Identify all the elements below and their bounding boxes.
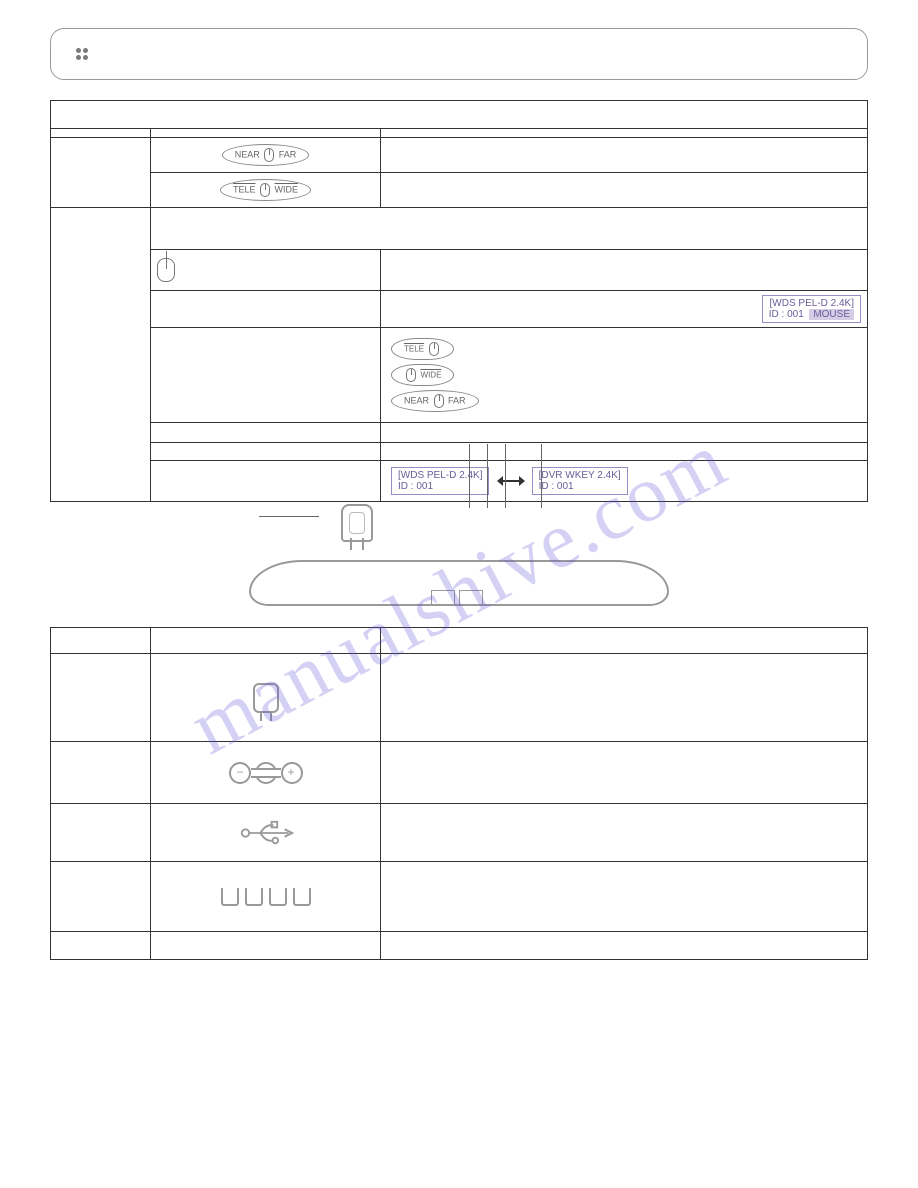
- mode-id: ID : 001: [769, 309, 804, 320]
- bidirectional-arrow-icon: [497, 475, 525, 487]
- ports-table: [50, 627, 868, 960]
- table-row-rs485: [51, 862, 868, 932]
- mouse-icon: [429, 342, 439, 356]
- table-row-toggle: [WDS PEL-D 2.4K] ID : 001 [DVR WKEY 2.4K…: [51, 461, 868, 502]
- usb-icon: [238, 819, 294, 847]
- antenna-small-icon: [253, 683, 279, 713]
- mode-right-line2: ID : 001: [539, 481, 574, 492]
- table-row-mouse-enable: [51, 250, 868, 291]
- table-head-row: [51, 101, 868, 129]
- mouse-mode-group: [51, 208, 151, 502]
- near-far-oval-icon: NEAR FAR: [391, 390, 479, 412]
- lens-group-cell: [51, 138, 151, 208]
- mode-right-line1: [DVR WKEY 2.4K]: [539, 470, 621, 481]
- mode-right-box: [DVR WKEY 2.4K] ID : 001: [532, 467, 628, 495]
- header-banner: [50, 28, 868, 80]
- zoom-oval-icon: TELE WIDE: [220, 179, 311, 201]
- mode-display-box: [WDS PEL-D 2.4K] ID : 001 MOUSE: [762, 295, 861, 323]
- device-diagram: [50, 508, 868, 609]
- table-row-mode-display: [WDS PEL-D 2.4K] ID : 001 MOUSE: [51, 291, 868, 328]
- table-row-antenna: [51, 654, 868, 742]
- table-row-usb: [51, 804, 868, 862]
- mouse-icon: [264, 148, 274, 162]
- mode-left-line2: ID : 001: [398, 481, 433, 492]
- focus-oval-icon: NEAR FAR: [222, 144, 310, 166]
- table-row: [51, 932, 868, 960]
- device-body-icon: [249, 560, 669, 606]
- table-row: [51, 423, 868, 443]
- mouse-icon: [406, 368, 416, 382]
- antenna-icon: [341, 504, 373, 542]
- table-row: [51, 208, 868, 250]
- mode-mouse-badge: MOUSE: [809, 309, 854, 320]
- mouse-icon: [434, 394, 444, 408]
- table-row-power: [51, 742, 868, 804]
- table-head-row: [51, 628, 868, 654]
- table-row-zoom: TELE WIDE: [51, 173, 868, 208]
- tele-left-oval-icon: TELE: [391, 338, 454, 360]
- mouse-icon: [260, 183, 270, 197]
- table-row-click-actions: TELE WIDE NEAR FAR: [51, 328, 868, 423]
- table-row: [51, 129, 868, 138]
- terminal-block-icon: [157, 882, 374, 912]
- table-row-focus: NEAR FAR: [51, 138, 868, 173]
- mode-left-box: [WDS PEL-D 2.4K] ID : 001: [391, 467, 489, 495]
- controls-table: NEAR FAR TELE WIDE [WDS PEL-D 2.4K] I: [50, 100, 868, 502]
- mode-line1: [WDS PEL-D 2.4K]: [770, 298, 854, 309]
- page-footer: [50, 959, 868, 976]
- wide-right-oval-icon: WIDE: [391, 364, 454, 386]
- mouse-enable-icon: [157, 258, 175, 282]
- drag-dots-icon: [75, 47, 89, 61]
- power-jack-icon: [157, 756, 374, 790]
- table-row: [51, 443, 868, 461]
